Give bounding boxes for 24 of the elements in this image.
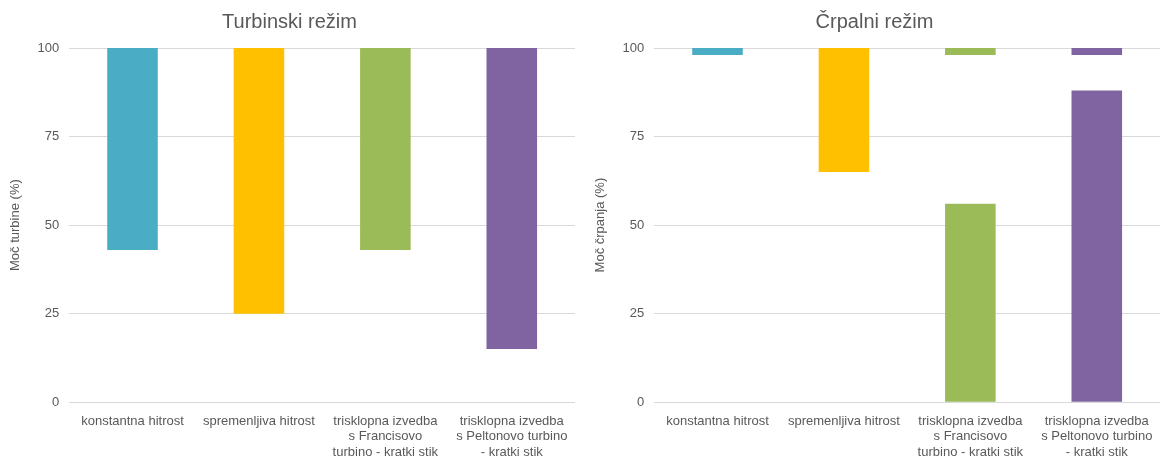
x-tick-label: trisklopna izvedba s Peltonovo turbino - kratki stik (1041, 412, 1153, 459)
y-tick-label: 25 (629, 305, 645, 321)
x-tick-label: spremenljiva hitrost (202, 412, 316, 428)
y-tick-label: 0 (637, 393, 645, 409)
chart-title: Črpalni režim (815, 9, 934, 32)
y-tick-label: 100 (622, 39, 645, 55)
y-tick-label: 100 (37, 39, 60, 55)
x-tick-label: trisklopna izvedba s Peltonovo turbino - kratki stik (456, 412, 568, 459)
y-tick-label: 0 (52, 393, 60, 409)
bar (692, 48, 743, 56)
bar (818, 48, 870, 172)
y-tick-label: 75 (44, 128, 60, 144)
y-tick-label: 50 (629, 216, 645, 232)
x-tick-label: konstantna hitrost (81, 412, 185, 428)
x-tick-label: trisklopna izvedba s Francisovo turbino - kratki stik (917, 412, 1024, 459)
x-tick-label: trisklopna izvedba s Francisovo turbino - kratki stik (332, 412, 439, 459)
y-axis-title: Moč turbine (%) (7, 179, 23, 271)
x-tick-label: spremenljiva hitrost (787, 412, 901, 428)
y-tick-label: 50 (44, 216, 60, 232)
y-tick-label: 75 (629, 128, 645, 144)
x-tick-label: konstantna hitrost (666, 412, 770, 428)
y-axis-title: Moč črpanja (%) (592, 177, 608, 273)
chart-title: Turbinski režim (222, 9, 357, 32)
y-tick-label: 25 (44, 305, 60, 321)
